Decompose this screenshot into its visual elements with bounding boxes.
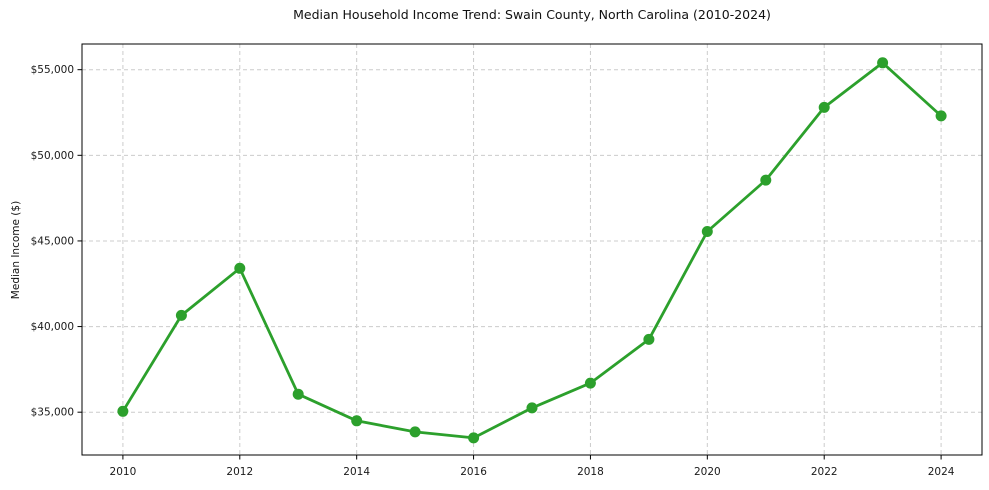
data-point-2023	[877, 57, 889, 69]
data-point-2012	[234, 262, 246, 274]
data-point-2024	[935, 110, 947, 122]
data-point-2017	[526, 402, 538, 414]
x-tick-label: 2012	[226, 466, 253, 478]
data-point-2022	[818, 101, 830, 113]
x-tick-label: 2018	[577, 466, 604, 478]
data-point-2014	[351, 415, 363, 427]
data-point-2018	[584, 377, 596, 389]
x-tick-label: 2014	[343, 466, 370, 478]
data-point-2019	[643, 333, 655, 345]
data-point-2013	[292, 388, 304, 400]
data-point-2010	[117, 405, 129, 417]
data-point-2015	[409, 426, 421, 438]
y-tick-label: $45,000	[31, 235, 74, 247]
data-point-2021	[760, 174, 772, 186]
x-tick-label: 2022	[811, 466, 838, 478]
plot-border	[81, 43, 983, 456]
chart-title: Median Household Income Trend: Swain Cou…	[293, 7, 771, 22]
data-point-2011	[175, 309, 187, 321]
data-point-2020	[701, 226, 713, 237]
x-tick-label: 2016	[460, 466, 487, 478]
y-tick-label: $40,000	[31, 321, 74, 333]
y-tick-label: $50,000	[31, 150, 74, 162]
x-tick-label: 2024	[928, 466, 955, 478]
x-tick-label: 2020	[694, 466, 721, 478]
x-tick-label: 2010	[110, 466, 137, 478]
data-point-2016	[468, 432, 480, 444]
y-tick-label: $55,000	[31, 64, 74, 76]
y-tick-label: $35,000	[31, 407, 74, 419]
trend-line	[121, 61, 943, 440]
